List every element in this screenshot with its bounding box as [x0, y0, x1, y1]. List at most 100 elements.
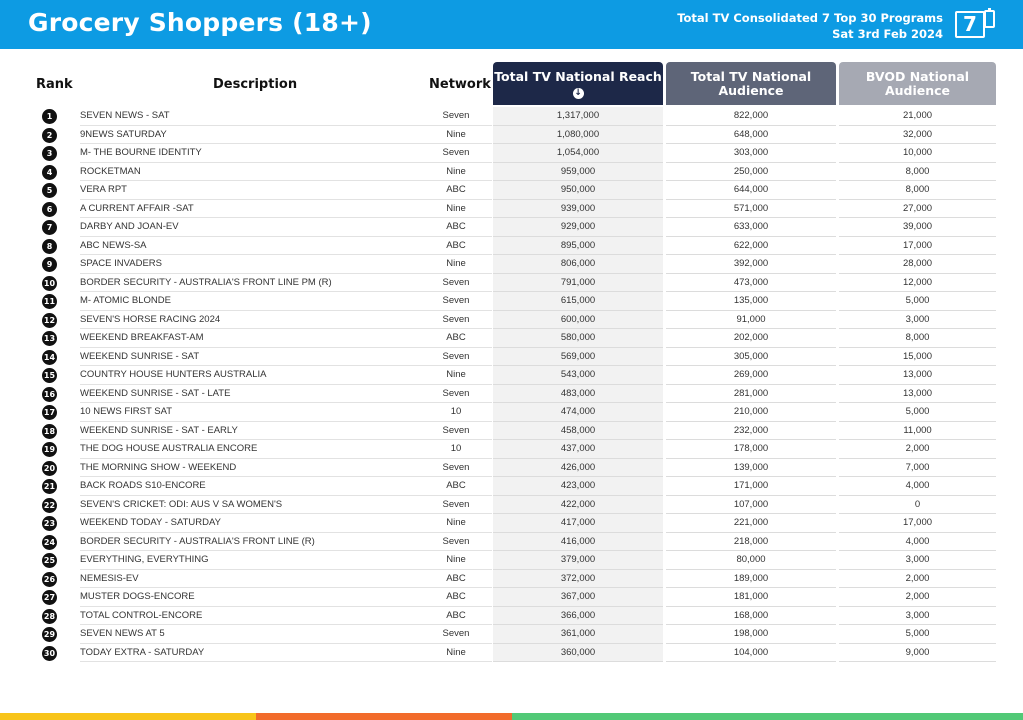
table-row: 12 SEVEN'S HORSE RACING 2024 Seven 600,000 9… [0, 310, 1023, 329]
program-description: THE MORNING SHOW - WEEKEND [80, 459, 420, 477]
reach-cell: 959,000 [493, 162, 663, 181]
bvod-cell: 4,000 [839, 533, 996, 551]
program-description: ROCKETMAN [80, 163, 420, 181]
bvod-cell: 8,000 [839, 329, 996, 348]
reach-cell: 791,000 [493, 273, 663, 292]
program-description: 10 NEWS FIRST SAT [80, 403, 420, 422]
rank-badge: 6 [42, 201, 57, 217]
audience-cell: 135,000 [666, 292, 836, 311]
bvod-cell: 0 [839, 496, 996, 514]
reach-cell: 1,054,000 [493, 144, 663, 163]
program-description: SEVEN NEWS AT 5 [80, 625, 420, 644]
reach-cell: 615,000 [493, 292, 663, 311]
rank-badge: 13 [42, 331, 57, 346]
program-description: BORDER SECURITY - AUSTRALIA'S FRONT LINE… [80, 274, 420, 292]
audience-cell: 644,000 [666, 181, 836, 200]
reach-cell: 806,000 [493, 255, 663, 274]
report-subtitle: Total TV Consolidated 7 Top 30 Programs … [677, 10, 943, 42]
program-description: NEMESIS-EV [80, 570, 420, 588]
network-cell: Nine [420, 366, 492, 385]
table-row: 8 ABC NEWS-SA ABC 895,000 622,000 17,000 [0, 236, 1023, 255]
audience-cell: 473,000 [666, 274, 836, 292]
table-row: 29 SEVEN NEWS AT 5 Seven 361,000 198,000 5,00… [0, 625, 1023, 644]
reach-cell: 422,000 [493, 495, 663, 514]
reach-cell: 379,000 [493, 551, 663, 570]
audience-cell: 250,000 [666, 163, 836, 181]
bvod-cell: 39,000 [839, 218, 996, 237]
reach-column-label: Total TV National Reach [494, 69, 662, 84]
bvod-cell: 3,000 [839, 551, 996, 570]
reach-cell: 437,000 [493, 440, 663, 459]
network-cell: Nine [420, 200, 492, 218]
audience-cell: 232,000 [666, 422, 836, 440]
table-row: 3 M- THE BOURNE IDENTITY Seven 1,054,000 303… [0, 144, 1023, 163]
bvod-cell: 5,000 [839, 292, 996, 311]
rank-badge: 21 [42, 479, 57, 494]
bvod-cell: 17,000 [839, 237, 996, 255]
audience-cell: 218,000 [666, 533, 836, 551]
program-description: THE DOG HOUSE AUSTRALIA ENCORE [80, 440, 420, 459]
rank-badge: 9 [42, 257, 57, 272]
network-cell: 10 [420, 440, 492, 459]
program-description: M- THE BOURNE IDENTITY [80, 144, 420, 163]
program-description: WEEKEND TODAY - SATURDAY [80, 514, 420, 533]
description-column-header: Description [213, 77, 298, 92]
rank-badge: 2 [42, 127, 57, 143]
rank-badge: 23 [42, 516, 57, 531]
bvod-cell: 13,000 [839, 385, 996, 403]
bvod-cell: 28,000 [839, 255, 996, 274]
network-column-header: Network [429, 77, 491, 92]
rank-badge: 19 [42, 442, 57, 457]
rank-badge: 27 [42, 590, 57, 605]
reach-cell: 423,000 [493, 477, 663, 496]
network-cell: Nine [420, 514, 492, 533]
reach-cell: 416,000 [493, 532, 663, 551]
reach-cell: 474,000 [493, 403, 663, 422]
table-row: 26 NEMESIS-EV ABC 372,000 189,000 2,000 [0, 569, 1023, 588]
bvod-cell: 21,000 [839, 107, 996, 126]
network-cell: Seven [420, 422, 492, 440]
bvod-column-header[interactable]: BVOD National Audience [839, 62, 996, 105]
bvod-cell: 8,000 [839, 181, 996, 200]
bvod-cell: 9,000 [839, 644, 996, 662]
reach-cell: 372,000 [493, 569, 663, 588]
program-description: WEEKEND SUNRISE - SAT [80, 348, 420, 366]
rank-badge: 8 [42, 238, 57, 254]
network-cell: ABC [420, 329, 492, 348]
network-cell: 10 [420, 403, 492, 422]
bvod-cell: 10,000 [839, 144, 996, 163]
network-cell: Nine [420, 126, 492, 144]
reach-column-header[interactable]: Total TV National Reach ↓ [493, 62, 663, 105]
audience-cell: 303,000 [666, 144, 836, 163]
program-description: BORDER SECURITY - AUSTRALIA'S FRONT LINE… [80, 533, 420, 551]
program-description: SEVEN'S CRICKET: ODI: AUS V SA WOMEN'S [80, 496, 420, 514]
bvod-cell: 8,000 [839, 163, 996, 181]
audience-cell: 80,000 [666, 551, 836, 570]
reach-cell: 950,000 [493, 181, 663, 200]
network-cell: Seven [420, 496, 492, 514]
program-description: WEEKEND SUNRISE - SAT - LATE [80, 385, 420, 403]
page-number: 7 [955, 11, 985, 38]
rank-badge: 24 [42, 534, 57, 550]
audience-cell: 221,000 [666, 514, 836, 533]
bvod-cell: 11,000 [839, 422, 996, 440]
reach-cell: 600,000 [493, 310, 663, 329]
network-cell: ABC [420, 570, 492, 588]
table-row: 28 TOTAL CONTROL-ENCORE ABC 366,000 168,000 3… [0, 606, 1023, 625]
table-row: 1 SEVEN NEWS - SAT Seven 1,317,000 822,000 21… [0, 107, 1023, 126]
program-description: WEEKEND SUNRISE - SAT - EARLY [80, 422, 420, 440]
audience-cell: 139,000 [666, 459, 836, 477]
network-cell: Seven [420, 144, 492, 163]
bvod-cell: 4,000 [839, 477, 996, 496]
audience-column-header[interactable]: Total TV National Audience [666, 62, 836, 105]
table-row: 14 WEEKEND SUNRISE - SAT Seven 569,000 305,0… [0, 347, 1023, 366]
network-cell: Seven [420, 311, 492, 329]
arrow-down-circle-icon[interactable]: ↓ [572, 88, 584, 99]
table-row: 11 M- ATOMIC BLONDE Seven 615,000 135,000 5,0… [0, 292, 1023, 311]
rank-badge: 12 [42, 312, 57, 328]
table-row: 10 BORDER SECURITY - AUSTRALIA'S FRONT LI… [0, 273, 1023, 292]
program-description: VERA RPT [80, 181, 420, 200]
audience-column-label: Total TV National Audience [690, 69, 812, 98]
bvod-cell: 3,000 [839, 607, 996, 625]
reach-cell: 1,317,000 [493, 107, 663, 126]
